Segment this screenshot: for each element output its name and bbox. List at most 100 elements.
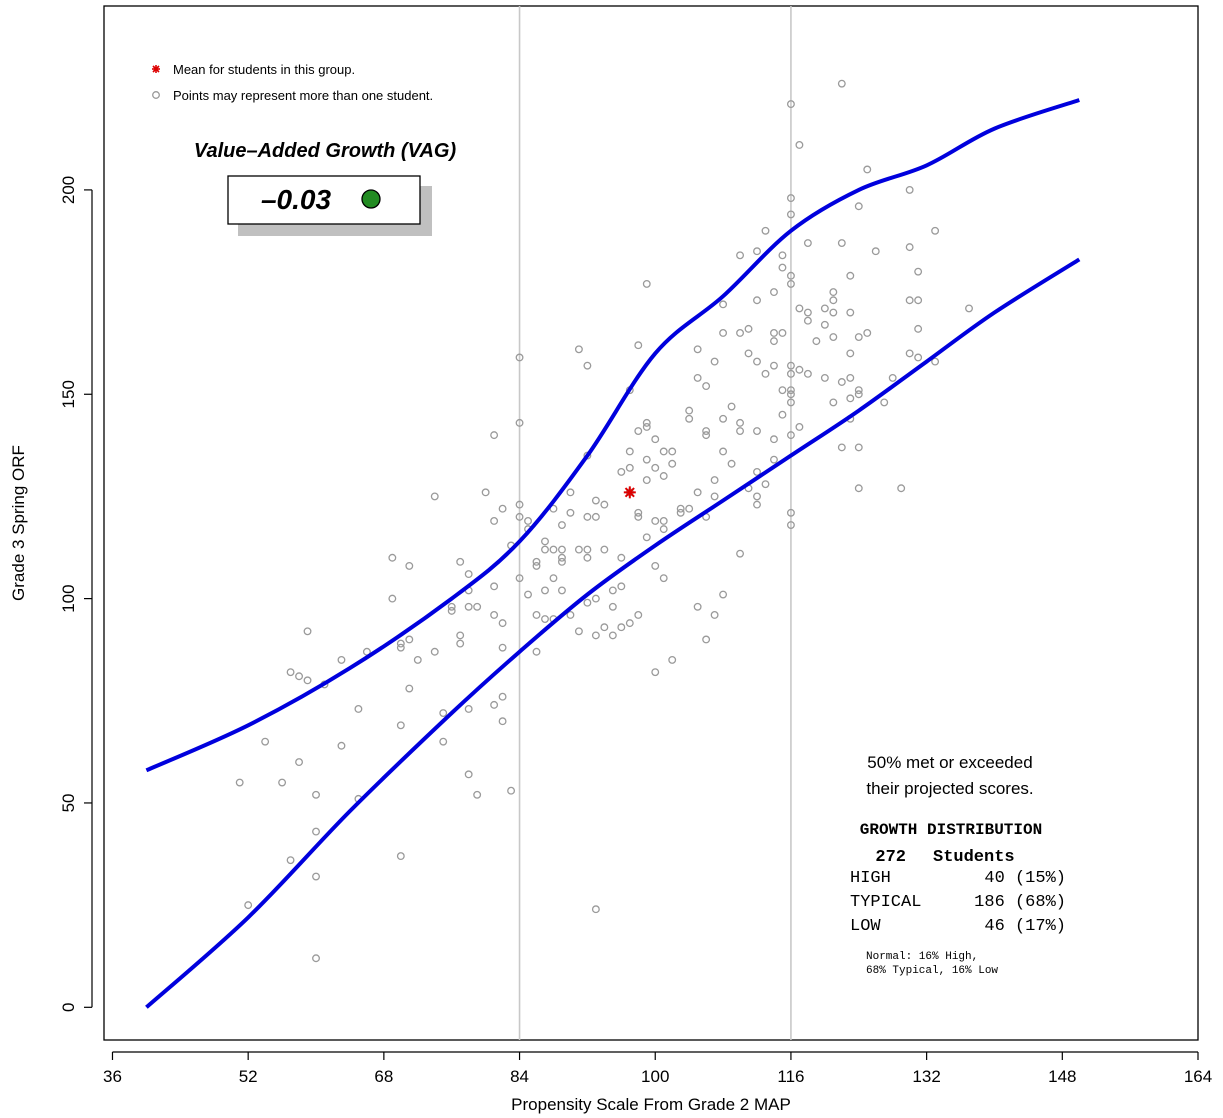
data-point bbox=[439, 737, 448, 746]
data-point bbox=[786, 390, 795, 399]
data-point bbox=[515, 353, 524, 362]
x-tick-label: 164 bbox=[1184, 1067, 1212, 1086]
data-point bbox=[659, 447, 668, 456]
data-point bbox=[405, 684, 414, 693]
vag-box: Value–Added Growth (VAG) –0.03 bbox=[194, 140, 457, 236]
growth-row-label: HIGH bbox=[850, 869, 891, 888]
data-point bbox=[770, 455, 778, 464]
data-point bbox=[786, 508, 795, 517]
data-point bbox=[753, 492, 761, 501]
data-point bbox=[447, 602, 456, 611]
x-axis: 36 52 68 84 100 116 132 148 164 bbox=[103, 1051, 1212, 1086]
data-point bbox=[396, 852, 405, 861]
data-point bbox=[795, 423, 804, 431]
y-tick-label: 0 bbox=[59, 1003, 78, 1012]
data-point bbox=[591, 512, 600, 521]
data-point bbox=[583, 545, 592, 554]
data-point bbox=[490, 582, 499, 591]
data-point bbox=[396, 643, 405, 652]
data-point bbox=[727, 459, 736, 468]
data-point bbox=[642, 418, 651, 427]
data-point bbox=[278, 778, 287, 787]
data-point bbox=[634, 508, 643, 517]
x-tick-label: 100 bbox=[641, 1067, 669, 1086]
legend-mean-icon bbox=[152, 65, 160, 73]
data-point bbox=[574, 545, 583, 554]
growth-title: GROWTH DISTRIBUTION bbox=[860, 821, 1042, 839]
data-point bbox=[303, 627, 312, 636]
data-point bbox=[464, 770, 473, 779]
data-point bbox=[770, 337, 778, 346]
data-point bbox=[659, 472, 668, 480]
data-point bbox=[786, 369, 795, 378]
data-point bbox=[413, 655, 422, 664]
vag-value: –0.03 bbox=[261, 184, 331, 215]
data-point bbox=[736, 427, 744, 435]
data-point bbox=[617, 467, 626, 476]
growth-row-value: 46 (17%) bbox=[984, 917, 1066, 936]
data-point bbox=[761, 226, 770, 235]
data-point bbox=[651, 668, 660, 677]
data-point bbox=[464, 602, 473, 611]
data-point bbox=[719, 590, 728, 599]
data-point bbox=[702, 431, 711, 440]
data-point bbox=[659, 517, 668, 525]
data-point bbox=[770, 435, 778, 444]
data-point bbox=[430, 492, 439, 501]
data-point bbox=[295, 672, 304, 681]
data-point bbox=[795, 304, 804, 313]
data-point bbox=[541, 586, 549, 595]
data-point bbox=[558, 557, 566, 566]
data-point bbox=[405, 635, 414, 644]
data-point bbox=[693, 373, 702, 382]
vag-title: Value–Added Growth (VAG) bbox=[194, 140, 457, 162]
data-point bbox=[888, 373, 897, 382]
data-point bbox=[837, 79, 846, 88]
data-point bbox=[863, 329, 872, 337]
growth-normal-line: 68% Typical, 16% Low bbox=[866, 965, 998, 977]
data-point bbox=[897, 484, 906, 493]
data-point bbox=[905, 296, 914, 305]
data-point bbox=[524, 517, 532, 525]
growth-students-label: Students bbox=[933, 848, 1015, 867]
data-point bbox=[829, 308, 838, 317]
data-point bbox=[753, 357, 761, 366]
data-point bbox=[566, 488, 575, 497]
data-point bbox=[719, 414, 728, 423]
mean-marker bbox=[623, 486, 636, 499]
data-point bbox=[795, 365, 804, 374]
data-point bbox=[761, 369, 770, 378]
data-point bbox=[396, 721, 405, 730]
legend: Mean for students in this group. Points … bbox=[152, 62, 433, 103]
growth-row-label: TYPICAL bbox=[850, 893, 921, 912]
data-point bbox=[753, 247, 761, 256]
data-point bbox=[532, 561, 541, 570]
data-point bbox=[863, 165, 872, 174]
data-point bbox=[642, 533, 651, 542]
data-point bbox=[914, 353, 923, 362]
data-point bbox=[727, 402, 736, 411]
y-tick-label: 50 bbox=[59, 793, 78, 812]
data-point bbox=[312, 872, 320, 881]
data-point bbox=[854, 386, 863, 395]
data-point bbox=[498, 692, 507, 701]
data-point bbox=[846, 271, 855, 280]
data-point bbox=[786, 279, 795, 288]
data-point bbox=[634, 341, 643, 350]
data-point bbox=[702, 382, 711, 391]
data-point bbox=[820, 320, 829, 329]
x-tick-label: 36 bbox=[103, 1067, 122, 1086]
data-point bbox=[829, 398, 838, 407]
data-point bbox=[820, 304, 829, 313]
data-point bbox=[668, 459, 677, 468]
data-point bbox=[651, 561, 660, 570]
data-point bbox=[702, 427, 711, 435]
data-point bbox=[583, 598, 592, 607]
data-point bbox=[803, 308, 812, 317]
data-point bbox=[693, 345, 702, 354]
data-point bbox=[625, 447, 634, 456]
data-point bbox=[719, 329, 728, 337]
data-point bbox=[668, 447, 677, 456]
data-point bbox=[515, 418, 524, 427]
x-tick-label: 132 bbox=[912, 1067, 940, 1086]
